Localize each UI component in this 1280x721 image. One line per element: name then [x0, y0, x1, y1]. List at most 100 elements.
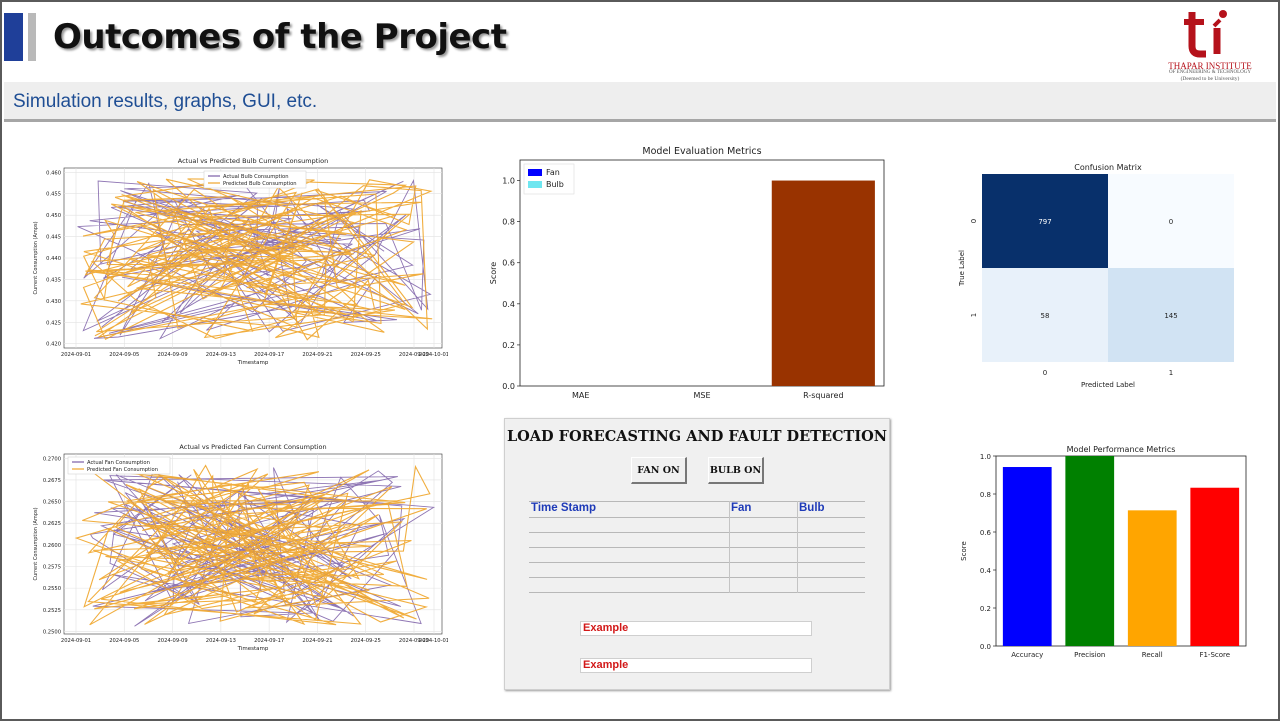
legend-box: [523, 163, 575, 195]
gui-title: LOAD FORECASTING AND FAULT DETECTION: [506, 428, 888, 445]
x-tick-label: 2024-09-29: [399, 638, 429, 644]
y-tick-label: 0.450: [46, 213, 61, 219]
y-tick-label: 0.2575: [43, 565, 61, 571]
reading-table: Time Stamp Fan Bulb: [529, 501, 865, 593]
y-tick-label: 0.425: [46, 320, 61, 326]
x-tick-label: 2024-09-09: [157, 638, 187, 644]
y-axis-label: Current Consumption (Amps): [33, 507, 39, 580]
series-line: [80, 178, 433, 341]
table-line: [529, 592, 865, 593]
perf-chart-svg: Model Performance Metrics 0.0 0.2 0.4 0.6 0.8…: [960, 445, 1247, 659]
metric-bar: [1065, 456, 1115, 646]
chart-title: Model Performance Metrics: [1067, 445, 1176, 454]
table-header-fan: Fan: [731, 502, 752, 514]
x-tick-label: 2024-09-25: [351, 638, 381, 644]
legend-label: Bulb: [546, 180, 564, 189]
y-tick-label: 0.0: [502, 382, 515, 391]
y-tick-label: 0.420: [46, 342, 61, 348]
y-axis-label: Current Consumption (Amps): [33, 221, 39, 294]
y-tick-label: 0.2525: [43, 608, 61, 614]
metric-bar: [1190, 487, 1240, 646]
y-tick-label: 0.460: [46, 170, 61, 176]
logo-deemed: (Deemed to be University): [1180, 76, 1240, 82]
x-tick-label: 2024-09-09: [157, 352, 187, 358]
gui-window: LOAD FORECASTING AND FAULT DETECTION FAN…: [504, 418, 890, 690]
y-tick-label: 0.6: [502, 259, 515, 268]
confusion-matrix-chart: Confusion Matrix 797 0 58 145 0 1 0 1 Predicted L…: [950, 158, 1240, 390]
legend-swatch: [528, 181, 542, 188]
y-tick-label: 0.4: [502, 300, 515, 309]
cell-value: 0: [1169, 218, 1173, 226]
slide-title: Outcomes of the Project: [53, 17, 507, 57]
bulb-on-button[interactable]: BULB ON: [708, 457, 764, 484]
table-line: [529, 562, 865, 563]
y-axis-label: True Label: [958, 250, 966, 287]
title-accent-blue: [4, 13, 23, 61]
x-tick-label: 2024-09-21: [302, 352, 332, 358]
matrix-cell: [982, 174, 1108, 268]
x-tick-label: 2024-09-17: [254, 352, 284, 358]
x-tick-label: F1-Score: [1199, 651, 1230, 659]
y-tick-label: 1.0: [980, 453, 991, 461]
title-accent-grey: [28, 13, 36, 61]
y-tick-label: 0.430: [46, 299, 61, 305]
y-tick-label: 0.440: [46, 256, 61, 262]
fan-chart-svg: Actual vs Predicted Fan Current Consumpt…: [33, 443, 449, 652]
legend-label: Fan: [546, 168, 560, 177]
y-axis-label: Score: [489, 262, 498, 284]
fan-on-button[interactable]: FAN ON: [631, 457, 687, 484]
chart-title: Actual vs Predicted Bulb Current Consump…: [178, 157, 328, 165]
y-tick-label: 0.8: [980, 491, 991, 499]
x-tick-label: 2024-09-01: [61, 638, 91, 644]
x-tick-label: MSE: [693, 391, 710, 400]
example-field-1[interactable]: Example: [580, 621, 812, 636]
cell-value: 145: [1164, 312, 1177, 320]
x-tick-label: R-squared: [803, 391, 843, 400]
table-divider: [797, 501, 798, 593]
subtitle-bar: [4, 82, 1276, 122]
table-header-timestamp: Time Stamp: [531, 502, 596, 514]
table-line: [529, 517, 865, 518]
y-tick-label: 0.2700: [43, 456, 61, 462]
y-tick-label: 0.2500: [43, 629, 61, 635]
cm-chart-svg: Confusion Matrix 797 0 58 145 0 1 0 1 Predicted L…: [958, 163, 1234, 389]
example-field-2[interactable]: Example: [580, 658, 812, 673]
legend-label: Predicted Bulb Consumption: [223, 181, 297, 187]
matrix-cell: [982, 268, 1108, 362]
logo-name: THAPAR INSTITUTE: [1168, 61, 1252, 71]
eval-chart-svg: Model Evaluation Metrics 0.0 0.2 0.4 0.6 0.8 1…: [489, 146, 885, 400]
x-tick-label: 0: [1043, 369, 1047, 377]
y-tick-label: 0.6: [980, 529, 992, 537]
cell-value: 797: [1038, 218, 1051, 226]
chart-title: Confusion Matrix: [1074, 163, 1142, 172]
table-line: [529, 532, 865, 533]
legend-box: [203, 170, 307, 189]
y-tick-label: 0.445: [46, 235, 61, 241]
x-axis-label: Timestamp: [237, 360, 269, 366]
slide-subtitle: Simulation results, graphs, GUI, etc.: [13, 91, 318, 112]
y-tick-label: 0.2675: [43, 478, 61, 484]
legend-swatch: [528, 169, 542, 176]
x-tick-label: MAE: [572, 391, 589, 400]
logo-subtitle: OF ENGINEERING & TECHNOLOGY: [1169, 70, 1251, 75]
y-tick-label: 0: [970, 219, 978, 223]
x-tick-label: Precision: [1074, 651, 1105, 659]
table-divider: [729, 501, 730, 593]
y-tick-label: 0.2550: [43, 586, 61, 592]
y-tick-label: 0.0: [980, 643, 991, 651]
y-tick-label: 0.2625: [43, 521, 61, 527]
y-tick-label: 1: [970, 313, 978, 317]
matrix-cell: [1108, 268, 1234, 362]
y-tick-label: 0.2: [980, 605, 991, 613]
x-tick-label: 2024-09-05: [109, 638, 139, 644]
metric-bar: [771, 180, 875, 386]
y-tick-label: 0.2600: [43, 543, 61, 549]
x-tick-label: 2024-09-17: [254, 638, 284, 644]
table-line: [529, 547, 865, 548]
y-tick-label: 0.2: [502, 341, 515, 350]
x-tick-label: Accuracy: [1011, 651, 1043, 659]
x-tick-label: Recall: [1142, 651, 1163, 659]
x-tick-label: 2024-09-13: [206, 352, 236, 358]
legend-label: Predicted Fan Consumption: [87, 467, 158, 473]
